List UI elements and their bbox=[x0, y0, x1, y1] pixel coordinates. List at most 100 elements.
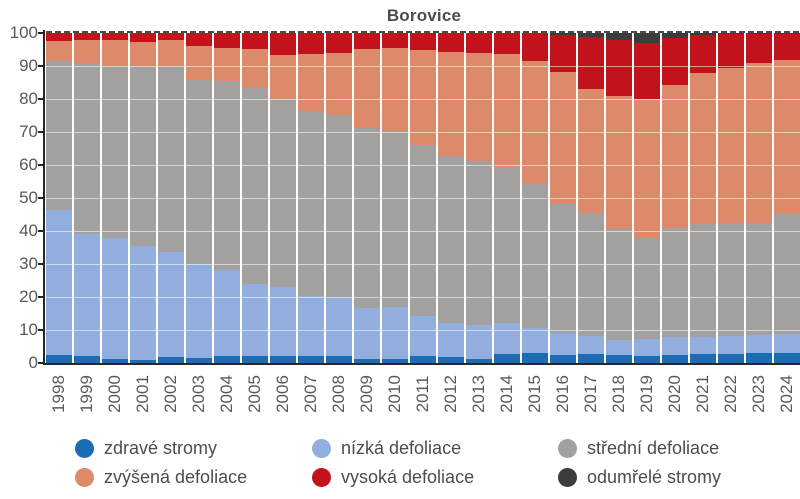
bar-segment bbox=[606, 355, 632, 363]
bar-segment bbox=[354, 308, 380, 360]
bar-segment bbox=[102, 33, 128, 40]
legend-item: zdravé stromy bbox=[75, 438, 312, 459]
bar-segment bbox=[242, 87, 268, 285]
bar-segment bbox=[690, 33, 716, 35]
bar-segment bbox=[74, 63, 100, 235]
y-tick-label: 60 bbox=[19, 155, 38, 174]
bar-segment bbox=[186, 80, 212, 265]
x-tick-label: 2018 bbox=[609, 375, 628, 413]
bar-segment bbox=[158, 40, 184, 68]
bar-segment bbox=[578, 212, 604, 336]
bar-segment bbox=[746, 33, 772, 34]
x-tick-label: 2014 bbox=[497, 375, 516, 413]
bar-column-2006 bbox=[270, 33, 296, 363]
chart-title: Borovice bbox=[386, 6, 462, 25]
bar-segment bbox=[354, 128, 380, 309]
bar-column-2018 bbox=[606, 33, 632, 363]
bar-segment bbox=[718, 67, 744, 224]
bar-segment bbox=[242, 48, 268, 88]
bar-segment bbox=[774, 334, 800, 354]
bar-segment bbox=[774, 33, 800, 34]
bar-segment bbox=[410, 316, 436, 357]
bar-column-2002 bbox=[158, 33, 184, 363]
bar-segment bbox=[774, 60, 800, 214]
x-tick-label: 2006 bbox=[273, 375, 292, 413]
bar-segment bbox=[550, 33, 576, 35]
bar-segment bbox=[550, 355, 576, 363]
bar-segment bbox=[326, 33, 352, 53]
y-tick-label: 100 bbox=[9, 23, 38, 42]
bar-segment bbox=[690, 223, 716, 337]
bar-segment bbox=[774, 353, 800, 363]
bar-column-2023 bbox=[746, 33, 772, 363]
bar-segment bbox=[326, 52, 352, 115]
bar-segment bbox=[270, 55, 296, 100]
x-tick-label: 2012 bbox=[441, 375, 460, 413]
bar-segment bbox=[74, 39, 100, 64]
bar-column-2020 bbox=[662, 33, 688, 363]
bar-segment bbox=[578, 335, 604, 355]
x-tick-label: 2008 bbox=[329, 375, 348, 413]
x-tick-label: 2020 bbox=[665, 375, 684, 413]
bar-segment bbox=[242, 355, 268, 363]
y-tick-label: 0 bbox=[28, 353, 38, 372]
legend-dot-icon bbox=[558, 439, 577, 458]
legend-dot-icon bbox=[312, 439, 331, 458]
bar-column-2022 bbox=[718, 33, 744, 363]
x-tick-label: 2022 bbox=[721, 375, 740, 413]
bar-segment bbox=[746, 63, 772, 224]
bar-segment bbox=[130, 41, 156, 66]
bar-column-2008 bbox=[326, 33, 352, 363]
bar-column-2017 bbox=[578, 33, 604, 363]
bar-segment bbox=[298, 54, 324, 111]
legend-label: střední defoliace bbox=[587, 438, 720, 458]
x-tick-label: 2013 bbox=[469, 375, 488, 413]
y-tick-mark bbox=[38, 65, 43, 67]
bar-segment bbox=[270, 356, 296, 363]
bar-segment bbox=[214, 47, 240, 81]
bar-segment bbox=[130, 33, 156, 42]
bar-segment bbox=[634, 237, 660, 340]
bar-segment bbox=[550, 71, 576, 204]
bar-segment bbox=[718, 223, 744, 336]
bar-segment bbox=[102, 237, 128, 360]
bar-segment bbox=[158, 33, 184, 41]
bar-segment bbox=[186, 357, 212, 363]
x-tick-label: 2016 bbox=[553, 375, 572, 413]
bar-column-2009 bbox=[354, 33, 380, 363]
bar-segment bbox=[606, 33, 632, 40]
x-tick-label: 2010 bbox=[385, 375, 404, 413]
x-tick-label: 2023 bbox=[749, 375, 768, 413]
x-tick-label: 2000 bbox=[105, 375, 124, 413]
y-tick-label: 80 bbox=[19, 89, 38, 108]
bar-segment bbox=[522, 183, 548, 328]
bar-segment bbox=[186, 264, 212, 358]
bar-column-2024 bbox=[774, 33, 800, 363]
gridline bbox=[46, 297, 800, 298]
bar-segment bbox=[382, 359, 408, 363]
y-tick-label: 10 bbox=[19, 320, 38, 339]
x-tick-label: 2011 bbox=[413, 375, 432, 413]
bar-segment bbox=[158, 252, 184, 358]
bar-segment bbox=[746, 33, 772, 64]
bar-segment bbox=[774, 213, 800, 335]
x-tick-label: 2007 bbox=[301, 375, 320, 413]
gridline bbox=[46, 132, 800, 133]
bar-segment bbox=[746, 223, 772, 335]
bar-segment bbox=[522, 327, 548, 354]
bar-segment bbox=[270, 287, 296, 357]
bar-column-2007 bbox=[298, 33, 324, 363]
y-tick-label: 50 bbox=[19, 188, 38, 207]
x-tick-label: 2015 bbox=[525, 375, 544, 413]
bar-segment bbox=[354, 359, 380, 363]
bar-segment bbox=[74, 356, 100, 363]
bar-segment bbox=[46, 40, 72, 62]
bar-column-2003 bbox=[186, 33, 212, 363]
bar-column-2011 bbox=[410, 33, 436, 363]
bar-column-2010 bbox=[382, 33, 408, 363]
bar-segment bbox=[410, 144, 436, 317]
gridline bbox=[46, 198, 800, 199]
legend-item: střední defoliace bbox=[558, 438, 721, 459]
bar-column-2015 bbox=[522, 33, 548, 363]
